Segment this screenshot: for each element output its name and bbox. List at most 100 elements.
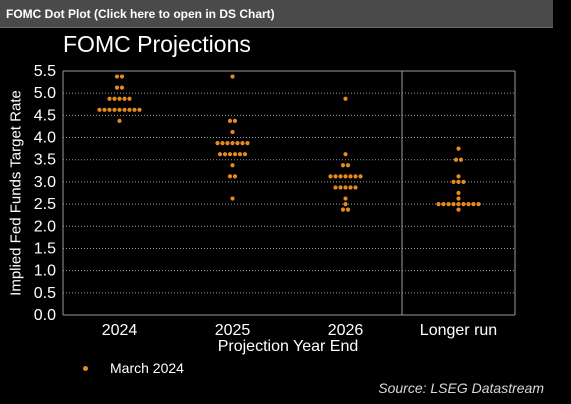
data-point	[451, 179, 456, 185]
y-axis-label: Implied Fed Funds Target Rate	[7, 90, 25, 296]
legend: March 2024	[83, 360, 184, 376]
legend-marker	[83, 365, 88, 371]
data-point	[348, 174, 353, 179]
data-point	[461, 179, 466, 185]
data-point	[227, 152, 233, 157]
chart-title: FOMC Projections	[63, 31, 251, 57]
data-point	[446, 201, 451, 207]
data-point	[127, 96, 132, 101]
data-point	[456, 201, 461, 207]
data-point	[119, 74, 125, 79]
data-point	[222, 152, 228, 157]
data-point	[240, 140, 245, 146]
data-point	[353, 174, 358, 179]
data-point	[127, 107, 132, 112]
data-point	[343, 174, 348, 179]
data-point	[97, 107, 102, 112]
data-point	[232, 174, 238, 179]
data-point	[122, 96, 127, 101]
data-point	[456, 190, 461, 196]
data-point	[328, 174, 333, 179]
data-point	[340, 163, 346, 168]
legend-label: March 2024	[110, 360, 184, 376]
data-point	[471, 201, 476, 207]
data-point	[114, 85, 120, 90]
data-point	[107, 107, 112, 112]
data-point	[242, 152, 248, 157]
x-axis-label: Projection Year End	[217, 338, 359, 355]
y-tick-label: 2.0	[34, 218, 56, 235]
x-tick-label: 2024	[102, 322, 138, 339]
open-ds-chart-link[interactable]: FOMC Dot Plot (Click here to open in DS …	[6, 7, 275, 21]
data-point	[345, 163, 351, 168]
y-tick-label: 3.0	[34, 174, 56, 191]
data-point	[117, 118, 122, 124]
data-point	[466, 201, 471, 207]
y-tick-label: 5.0	[34, 85, 56, 102]
data-point	[343, 96, 348, 101]
data-point	[453, 157, 459, 162]
y-tick-label: 0.0	[34, 307, 56, 324]
data-point	[441, 201, 446, 207]
data-point	[353, 185, 358, 190]
data-point	[117, 107, 122, 112]
y-tick-label: 4.0	[34, 130, 56, 147]
data-point	[436, 201, 441, 207]
y-tick-label: 5.5	[34, 63, 56, 80]
data-point	[227, 174, 233, 179]
chart-link-header[interactable]: FOMC Dot Plot (Click here to open in DS …	[0, 0, 553, 28]
data-point	[456, 196, 461, 201]
data-point	[112, 96, 117, 101]
y-tick-label: 1.0	[34, 263, 56, 280]
data-point	[217, 152, 223, 157]
data-point	[230, 129, 235, 135]
data-point	[112, 107, 117, 112]
data-point	[235, 140, 240, 146]
data-point	[458, 157, 464, 162]
data-point	[456, 174, 461, 179]
data-point	[132, 107, 137, 112]
data-point	[230, 74, 235, 79]
data-point	[225, 140, 230, 146]
data-point	[343, 152, 348, 157]
data-point	[456, 179, 461, 185]
data-point	[343, 201, 348, 207]
data-point	[215, 140, 220, 146]
data-point	[220, 140, 225, 146]
data-point	[343, 196, 348, 201]
data-point	[230, 196, 235, 201]
data-point	[107, 96, 112, 101]
data-point	[333, 185, 338, 190]
x-tick-label: 2026	[328, 322, 364, 339]
data-point	[333, 174, 338, 179]
y-tick-label: 2.5	[34, 196, 56, 213]
data-point	[232, 118, 238, 124]
data-point	[343, 185, 348, 190]
data-point	[461, 201, 466, 207]
data-point	[348, 185, 353, 190]
y-tick-label: 1.5	[34, 240, 56, 257]
data-point	[232, 152, 238, 157]
data-point	[338, 174, 343, 179]
x-tick-label: Longer run	[420, 322, 497, 339]
data-point	[456, 207, 461, 212]
data-point	[476, 201, 481, 207]
data-point	[137, 107, 142, 112]
data-point	[102, 107, 107, 112]
data-point	[340, 207, 346, 212]
data-point	[119, 85, 125, 90]
y-tick-label: 0.5	[34, 285, 56, 302]
data-point	[237, 152, 243, 157]
source-note: Source: LSEG Datastream	[378, 380, 544, 396]
data-point	[114, 74, 120, 79]
data-point	[345, 207, 351, 212]
data-point	[117, 96, 122, 101]
data-point	[338, 185, 343, 190]
data-point	[227, 118, 233, 124]
data-point	[230, 163, 235, 168]
data-point	[245, 140, 250, 146]
y-tick-label: 4.5	[34, 107, 56, 124]
data-point	[451, 201, 456, 207]
y-tick-label: 3.5	[34, 152, 56, 169]
